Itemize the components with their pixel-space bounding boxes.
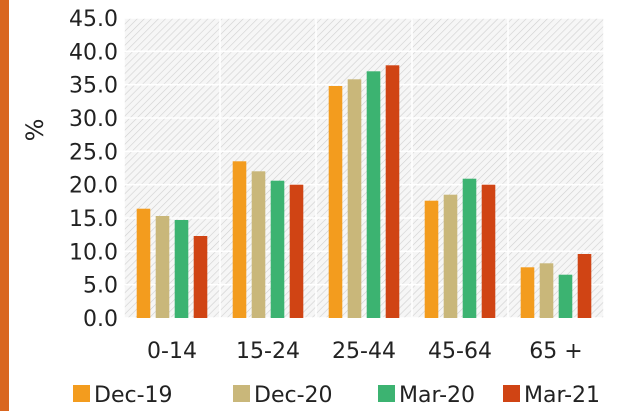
bar (425, 201, 439, 318)
bar (367, 71, 381, 318)
legend-label: Mar-21 (524, 383, 600, 408)
legend-label: Dec-20 (254, 383, 333, 408)
legend-swatch (233, 385, 250, 402)
y-tick-label: 20.0 (69, 174, 118, 199)
legend-swatch (73, 385, 90, 402)
y-tick-label: 15.0 (69, 207, 118, 232)
x-category-label: 25-44 (332, 339, 396, 364)
bar (271, 181, 285, 318)
legend-swatch (378, 385, 395, 402)
bar (137, 209, 151, 318)
bar (540, 263, 554, 318)
x-axis-categories: 0-14 15-24 25-44 45-64 65 + (147, 339, 583, 364)
bar (578, 254, 592, 318)
y-tick-label: 30.0 (69, 107, 118, 132)
bar (348, 79, 362, 318)
y-tick-label: 25.0 (69, 140, 118, 165)
bar (463, 179, 477, 318)
bar (444, 195, 458, 318)
x-category-label: 15-24 (236, 339, 300, 364)
bar (482, 185, 496, 318)
x-category-label: 0-14 (147, 339, 197, 364)
legend: Dec-19 Dec-20 Mar-20 Mar-21 (73, 383, 600, 408)
y-axis-ticks: 0.0 5.0 10.0 15.0 20.0 25.0 30.0 35.0 40.0 45.0 (69, 7, 118, 332)
bar (156, 216, 170, 318)
y-tick-label: 40.0 (69, 40, 118, 65)
y-tick-label: 45.0 (69, 7, 118, 32)
x-category-label: 45-64 (428, 339, 492, 364)
x-category-label: 65 + (529, 339, 582, 364)
bar (175, 220, 189, 318)
bar (194, 236, 208, 318)
bar (386, 65, 400, 318)
y-tick-label: 0.0 (83, 307, 118, 332)
bar (329, 86, 343, 318)
bar (521, 267, 535, 318)
legend-label: Dec-19 (94, 383, 173, 408)
bar (233, 161, 247, 318)
y-axis-label: % (21, 119, 49, 142)
y-tick-label: 5.0 (83, 274, 118, 299)
bar (290, 185, 304, 318)
y-tick-label: 35.0 (69, 74, 118, 99)
bar (252, 171, 266, 318)
legend-swatch (503, 385, 520, 402)
y-tick-label: 10.0 (69, 240, 118, 265)
legend-label: Mar-20 (399, 383, 475, 408)
bar (559, 275, 573, 318)
